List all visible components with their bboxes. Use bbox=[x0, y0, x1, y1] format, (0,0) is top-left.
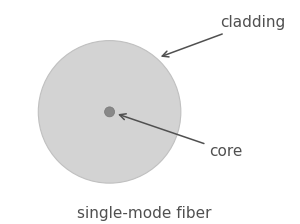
Circle shape bbox=[38, 41, 181, 183]
Text: cladding: cladding bbox=[162, 15, 285, 57]
Text: core: core bbox=[119, 114, 243, 159]
Circle shape bbox=[105, 107, 115, 117]
Text: single-mode fiber: single-mode fiber bbox=[77, 206, 212, 221]
